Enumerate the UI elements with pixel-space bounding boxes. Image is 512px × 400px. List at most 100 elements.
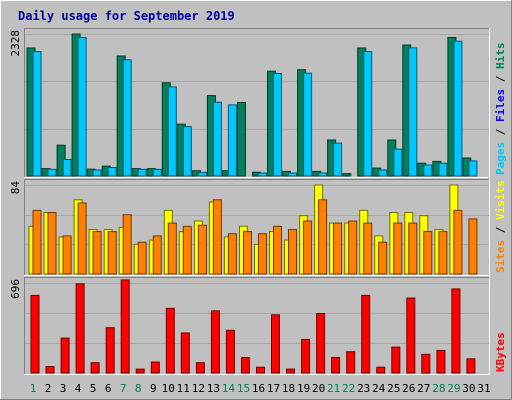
bar-kbytes-day-22 xyxy=(346,351,356,374)
bar-pages-day-9 xyxy=(152,168,162,177)
bar-kbytes-day-6 xyxy=(105,327,115,374)
bar-kbytes-day-3 xyxy=(60,337,70,374)
chart-panels: 2328 Pages / Files / Hits 84 Sites / Visits… xyxy=(9,28,507,375)
x-tick-day-11: 11 xyxy=(177,382,190,395)
bar-pages-day-21 xyxy=(333,142,343,177)
bar-kbytes-day-10 xyxy=(165,307,175,374)
x-tick-day-28: 28 xyxy=(432,382,445,395)
bar-sites-day-12 xyxy=(197,224,207,275)
x-tick-day-2: 2 xyxy=(45,382,52,395)
bar-pages-day-17 xyxy=(273,73,282,177)
x-tick-day-5: 5 xyxy=(90,382,97,395)
bar-kbytes-day-30 xyxy=(466,358,476,374)
panel-kbytes: 696 KBytes xyxy=(9,277,507,375)
bar-hits-day-15 xyxy=(237,102,246,177)
bar-sites-day-10 xyxy=(167,222,177,275)
x-tick-day-15: 15 xyxy=(237,382,250,395)
bar-kbytes-day-13 xyxy=(210,310,220,374)
bar-pages-day-4 xyxy=(77,37,87,177)
bar-sites-day-29 xyxy=(453,209,463,275)
x-tick-day-8: 8 xyxy=(135,382,142,395)
legend-entry: Hits xyxy=(494,43,507,70)
bar-kbytes-day-17 xyxy=(271,314,280,374)
x-tick-day-23: 23 xyxy=(357,382,370,395)
plot-area xyxy=(24,277,490,375)
x-tick-day-13: 13 xyxy=(207,382,220,395)
x-tick-day-30: 30 xyxy=(462,382,475,395)
x-tick-day-22: 22 xyxy=(342,382,355,395)
bar-sites-day-2 xyxy=(47,212,57,275)
legend-entry: / xyxy=(494,122,507,142)
bar-sites-day-18 xyxy=(288,229,297,275)
legend-entry: Files xyxy=(494,89,507,122)
x-tick-day-18: 18 xyxy=(282,382,295,395)
x-tick-day-10: 10 xyxy=(162,382,175,395)
bar-kbytes-day-2 xyxy=(45,366,55,374)
bar-sites-day-1 xyxy=(32,209,42,275)
x-axis-labels: 1 2 3 4 5 6 7 8 9 10 11 12 13 14 15 16 17 18 19 20 21 22 23 24 2… xyxy=(30,382,491,395)
bar-kbytes-day-28 xyxy=(436,349,446,374)
bar-pages-day-13 xyxy=(212,101,222,177)
bar-sites-day-3 xyxy=(62,235,72,275)
x-tick-day-12: 12 xyxy=(192,382,205,395)
bar-kbytes-day-20 xyxy=(316,313,326,374)
bar-sites-day-24 xyxy=(378,241,388,275)
bar-pages-day-26 xyxy=(408,47,418,177)
bar-pages-day-7 xyxy=(122,59,132,177)
panel-hits-files-pages: 2328 Pages / Files / Hits xyxy=(9,28,507,178)
y-max-label: 696 xyxy=(9,279,22,299)
bar-pages-day-16 xyxy=(258,172,267,177)
bar-kbytes-day-8 xyxy=(135,368,145,374)
bar-pages-day-25 xyxy=(393,148,403,177)
bar-sites-day-4 xyxy=(77,202,87,275)
y-max-label: 2328 xyxy=(9,30,22,57)
x-tick-day-21: 21 xyxy=(327,382,340,395)
bar-kbytes-day-26 xyxy=(406,297,416,374)
bar-sites-day-7 xyxy=(122,214,132,275)
bar-sites-day-27 xyxy=(423,231,433,275)
bar-sites-day-21 xyxy=(333,222,343,275)
bar-kbytes-day-23 xyxy=(361,294,371,374)
x-tick-day-20: 20 xyxy=(312,382,325,395)
bar-pages-day-20 xyxy=(318,172,328,177)
x-tick-day-16: 16 xyxy=(252,382,265,395)
bar-pages-day-29 xyxy=(453,40,463,177)
x-tick-day-17: 17 xyxy=(267,382,280,395)
bar-pages-day-28 xyxy=(438,162,448,177)
bar-kbytes-day-5 xyxy=(90,362,100,374)
x-tick-day-9: 9 xyxy=(150,382,157,395)
bar-pages-day-3 xyxy=(62,159,72,177)
bar-kbytes-day-12 xyxy=(195,362,205,374)
panel-legend: Sites / Visits xyxy=(494,180,507,273)
bar-pages-day-19 xyxy=(303,72,313,177)
bar-pages-day-14 xyxy=(227,104,237,177)
chart-title: Daily usage for September 2019 xyxy=(18,9,235,23)
bar-hits-day-22 xyxy=(342,173,352,177)
bar-sites-day-22 xyxy=(348,220,358,275)
bar-sites-day-15 xyxy=(243,231,252,275)
panel-visits-sites: 84 Sites / Visits xyxy=(9,179,507,276)
bar-kbytes-day-19 xyxy=(301,338,311,374)
x-tick-day-6: 6 xyxy=(105,382,112,395)
bar-kbytes-day-14 xyxy=(225,329,235,374)
bar-pages-day-18 xyxy=(288,172,297,177)
x-tick-day-27: 27 xyxy=(417,382,430,395)
bar-kbytes-day-29 xyxy=(451,288,461,374)
legend-entry: Sites xyxy=(494,240,507,273)
panel-legend: Pages / Files / Hits xyxy=(494,43,507,176)
panel-legend: KBytes xyxy=(494,332,507,372)
bar-sites-day-17 xyxy=(273,225,282,275)
x-tick-day-14: 14 xyxy=(222,382,236,395)
legend-entry: Visits xyxy=(494,180,507,220)
bar-kbytes-day-25 xyxy=(391,346,401,374)
plot-area xyxy=(24,28,490,178)
bar-sites-day-9 xyxy=(152,235,162,275)
bar-pages-day-10 xyxy=(167,86,177,177)
bar-pages-day-27 xyxy=(423,164,433,177)
legend-entry: / xyxy=(494,220,507,240)
y-max-label: 84 xyxy=(9,181,22,195)
x-tick-day-26: 26 xyxy=(402,382,415,395)
bar-sites-day-16 xyxy=(258,233,267,275)
legend-entry: / xyxy=(494,69,507,89)
